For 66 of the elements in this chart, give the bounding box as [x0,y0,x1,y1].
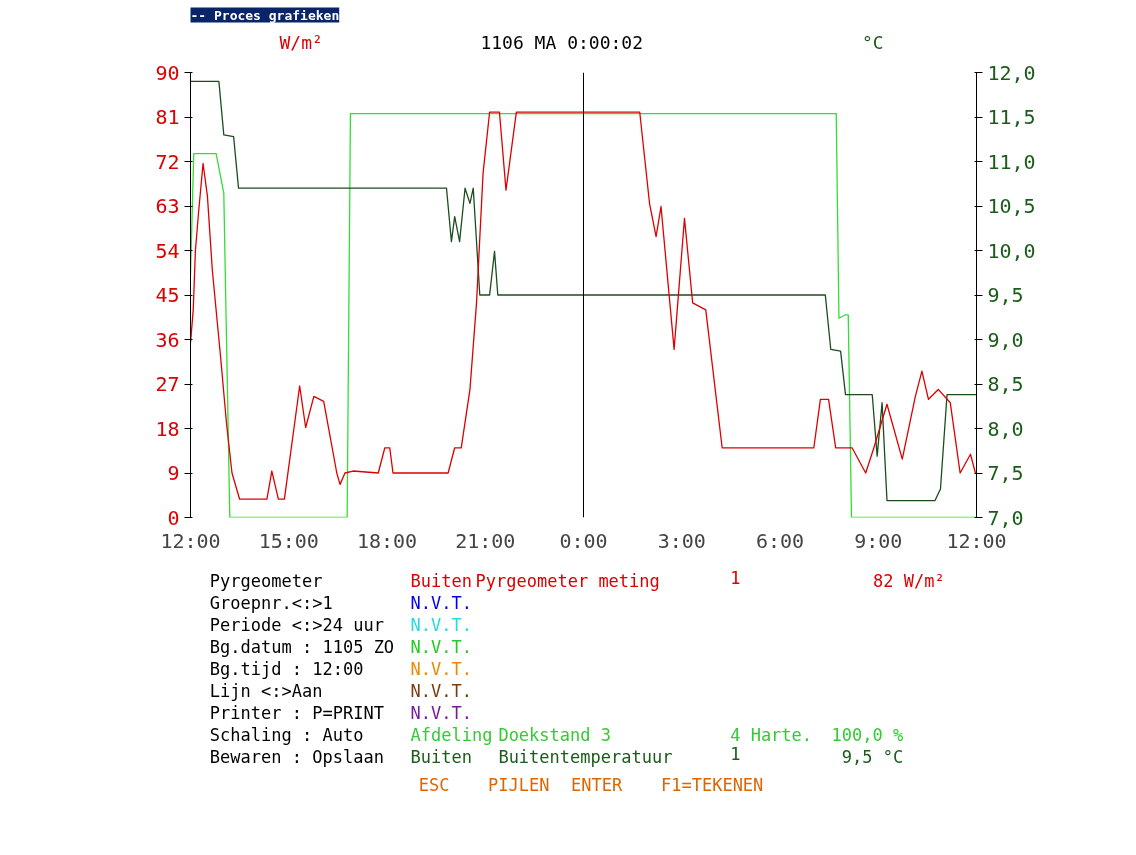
text: Buiten [410,570,472,591]
y-tick-label: 36 [155,327,180,352]
y-tick-label: 72 [155,149,180,174]
y-tick-label: 9 [167,461,180,485]
y-tick-label: 90 [155,60,180,85]
x-tick-label: 12:00 [946,528,1007,553]
y-tick-label: 18 [155,416,180,441]
chart-subtitle: 1106 MA 0:00:02 [480,32,643,54]
y2-tick-label: 11,0 [987,149,1036,174]
text: N.V.T. [410,636,472,657]
y2-tick-label: 7,0 [987,505,1024,530]
text: Buitentemperatuur [498,746,673,767]
text: F1=TEKENEN [660,774,764,795]
y2-tick-label: 8,5 [987,372,1024,396]
x-tick-label: 12:00 [160,528,221,553]
text: Lijn <:>Aan [209,680,323,701]
text: Bg.tijd : 12:00 [209,658,364,679]
x-tick-label: 6:00 [755,528,805,553]
text: 1 [730,567,741,588]
text: Doekstand 3 [498,724,611,745]
y2-tick-label: 8,0 [987,416,1024,441]
text: N.V.T. [410,702,472,723]
text: Pyrgeometer meting [475,570,660,591]
text: Bewaren : Opslaan [209,746,384,767]
y2-tick-label: 12,0 [987,60,1036,85]
y2-tick-label: 7,5 [987,461,1024,485]
chart-title: -- Proces grafieken [190,7,340,23]
y-tick-label: 27 [155,372,180,396]
x-tick-label: 3:00 [657,528,706,553]
y-tick-label: 54 [155,238,180,263]
text: N.V.T. [410,680,472,701]
y-tick-label: 63 [155,194,180,218]
y2-tick-label: 9,0 [987,327,1024,352]
y-tick-label: 45 [155,283,180,307]
y-axis-title: W/m² [279,32,323,54]
x-tick-label: 15:00 [258,528,319,553]
text: Printer : P=PRINT [209,702,384,723]
y2-axis-title: °C [861,32,884,54]
y2-tick-label: 9,5 [987,283,1024,307]
y2-tick-label: 10,5 [987,194,1036,218]
text: 100,0 % [831,724,904,745]
text: 4 Harte. [730,724,813,745]
x-tick-label: 0:00 [559,528,608,553]
y2-tick-label: 11,5 [987,105,1036,129]
text: N.V.T. [410,658,472,679]
text: Groepnr.<:>1 [209,592,333,613]
text: 1 [730,743,741,764]
y-tick-label: 81 [155,105,180,129]
x-tick-label: 9:00 [854,528,903,553]
text: 9,5 °C [841,746,904,767]
x-tick-label: 18:00 [356,528,418,553]
x-tick-label: 21:00 [455,528,516,553]
text: N.V.T. [410,592,472,613]
y-tick-label: 0 [167,505,180,530]
y2-tick-label: 10,0 [987,238,1036,263]
text: Buiten [410,746,472,767]
text: PIJLEN [488,774,550,795]
text: ENTER [571,774,623,795]
text: Pyrgeometer [209,570,323,591]
text: Periode <:>24 uur [209,614,384,635]
text: Afdeling [410,724,493,745]
text: Bg.datum : 1105 ZO [209,636,395,657]
text: ESC [418,774,450,795]
text: N.V.T. [410,614,472,635]
text: 82 W/m² [873,570,945,591]
text: Schaling : Auto [209,724,364,745]
